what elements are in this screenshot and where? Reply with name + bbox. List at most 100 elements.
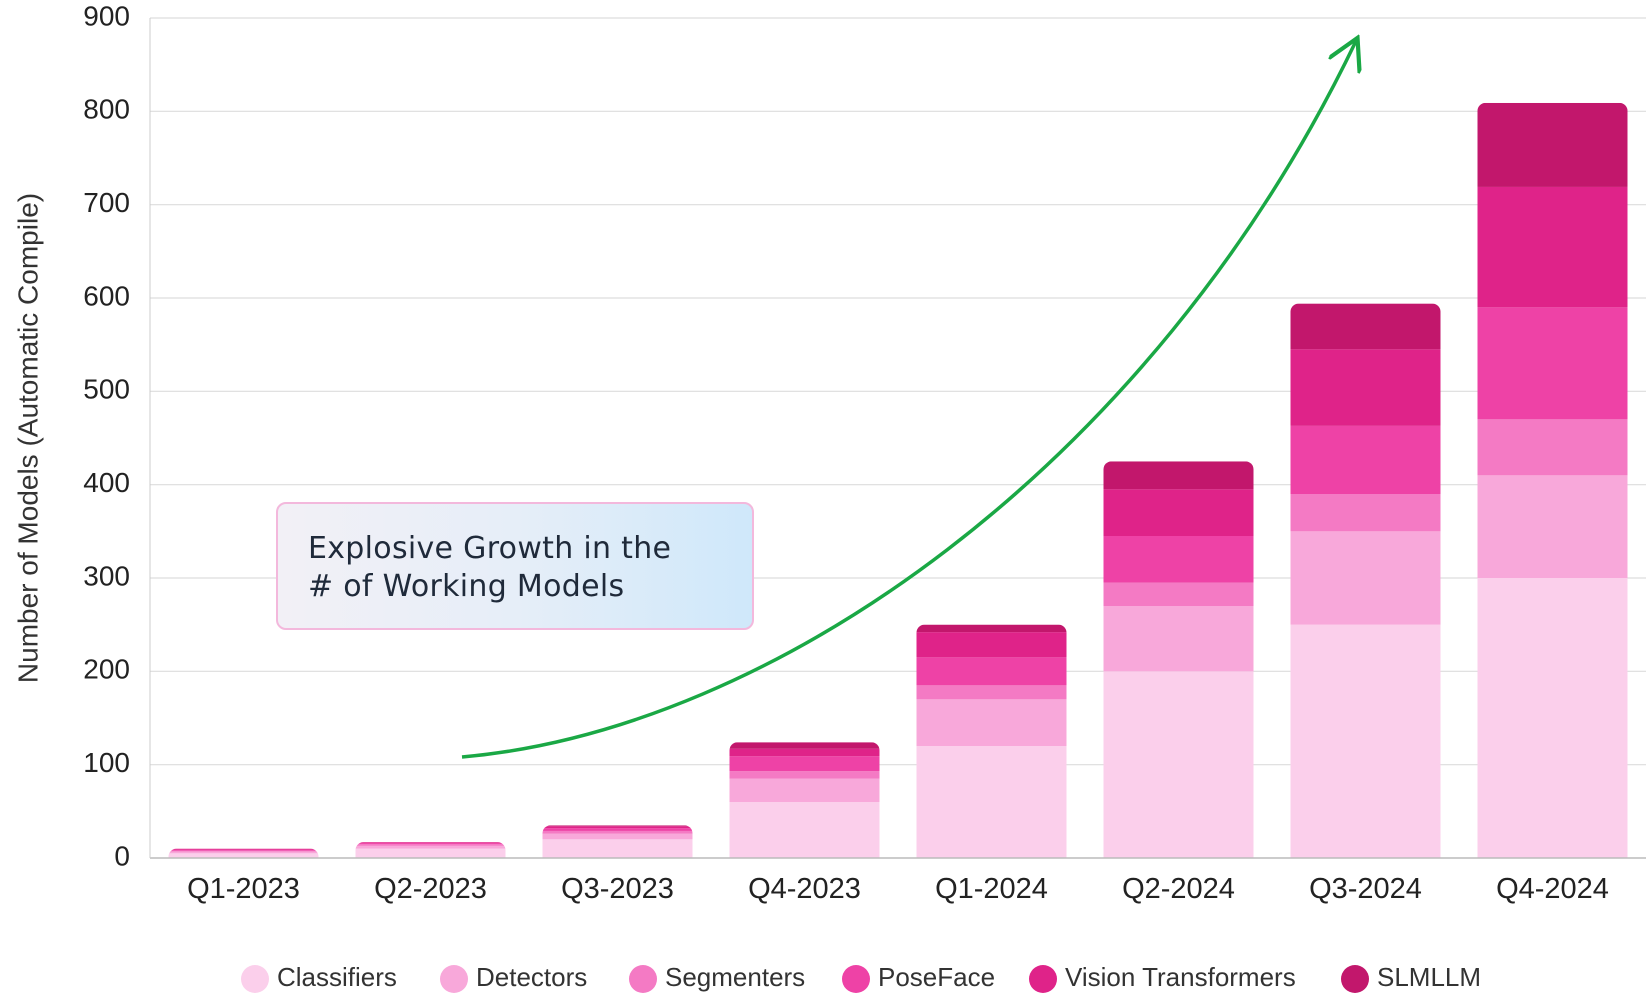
bar-segment [729, 802, 880, 858]
growth-callout-box: Explosive Growth in the # of Working Mod… [276, 502, 754, 630]
legend-item: SLMLLM [1341, 962, 1481, 993]
x-tick-label: Q2-2024 [1122, 873, 1235, 905]
legend: Classifiers Detectors Segmenters PoseFace Vi… [241, 962, 1481, 993]
bar-segment [168, 853, 319, 858]
legend-swatch [440, 965, 468, 993]
bar-segment [729, 778, 880, 802]
bar-segment [1477, 307, 1628, 420]
bar-stack [729, 742, 880, 858]
y-tick-label: 800 [83, 94, 130, 125]
bar-segment [355, 842, 506, 844]
y-tick-label: 700 [83, 187, 130, 218]
bar-segment [168, 850, 319, 852]
y-tick-label: 900 [83, 0, 130, 31]
bar-stack [916, 624, 1067, 858]
bar-segment [1103, 536, 1254, 583]
legend-swatch [1029, 965, 1057, 993]
bar-segment [1477, 419, 1628, 476]
bar-segment [1290, 349, 1441, 426]
legend-label: SLMLLM [1377, 962, 1481, 992]
x-tick-label: Q4-2023 [748, 873, 861, 905]
bar-segment [729, 742, 880, 749]
bar-stack [168, 848, 319, 858]
bar-segment [355, 844, 506, 846]
bar-segment [1290, 531, 1441, 625]
legend-label: Classifiers [277, 962, 397, 992]
bar-stack [1290, 303, 1441, 858]
y-tick-label: 500 [83, 374, 130, 405]
legend-item: Detectors [440, 962, 587, 993]
bar-segment [1477, 186, 1628, 308]
x-tick-label: Q4-2024 [1496, 873, 1609, 905]
y-axis-ticks: 0 100 200 300 400 500 600 700 800 900 [83, 0, 130, 871]
y-tick-label: 300 [83, 560, 130, 591]
legend-label: PoseFace [878, 962, 995, 992]
bar-segment [1103, 461, 1254, 490]
legend-item: Vision Transformers [1029, 962, 1296, 993]
bar-stack [542, 825, 693, 858]
x-tick-label: Q2-2023 [374, 873, 487, 905]
bar-segment [1290, 303, 1441, 350]
legend-item: Segmenters [629, 962, 805, 993]
y-tick-label: 400 [83, 467, 130, 498]
bar-segment [916, 746, 1067, 858]
bar-segment [542, 826, 693, 829]
bar-stack [1477, 102, 1628, 858]
x-tick-label: Q3-2024 [1309, 873, 1422, 905]
legend-swatch [842, 965, 870, 993]
bar-segment [916, 624, 1067, 633]
y-axis-label: Number of Models (Automatic Compile) [12, 193, 43, 683]
bar-segment [729, 771, 880, 779]
y-tick-label: 100 [83, 747, 130, 778]
bars [168, 102, 1628, 858]
callout-line-1: Explosive Growth in the [308, 531, 672, 566]
bar-segment [916, 632, 1067, 658]
bar-segment [355, 845, 506, 849]
legend-label: Vision Transformers [1065, 962, 1296, 992]
y-tick-label: 0 [114, 840, 130, 871]
growth-arrow [461, 41, 1356, 759]
bar-segment [1103, 489, 1254, 536]
bar-segment [916, 657, 1067, 686]
y-tick-label: 200 [83, 654, 130, 685]
legend-swatch [629, 965, 657, 993]
bar-segment [168, 851, 319, 854]
legend-item: Classifiers [241, 962, 397, 993]
bar-segment [168, 849, 319, 851]
bar-segment [916, 699, 1067, 746]
bar-segment [355, 843, 506, 844]
bar-segment [729, 748, 880, 757]
bar-segment [729, 756, 880, 772]
bar-stack [1103, 461, 1254, 858]
legend-swatch [241, 965, 269, 993]
y-tick-label: 600 [83, 280, 130, 311]
bar-segment [542, 828, 693, 831]
legend-swatch [1341, 965, 1369, 993]
bar-segment [1290, 624, 1441, 858]
x-axis-ticks: Q1-2023 Q2-2023 Q3-2023 Q4-2023 Q1-2024 Q2-20… [187, 873, 1609, 905]
bar-stack [355, 842, 506, 858]
bar-segment [1103, 606, 1254, 672]
bar-segment [1103, 671, 1254, 858]
bar-segment [542, 833, 693, 840]
bar-segment [1477, 475, 1628, 578]
bar-segment [355, 848, 506, 858]
bar-segment [1290, 425, 1441, 494]
bar-segment [1103, 582, 1254, 606]
bar-segment [1477, 102, 1628, 187]
legend-label: Detectors [476, 962, 587, 992]
bar-segment [916, 685, 1067, 700]
x-tick-label: Q3-2023 [561, 873, 674, 905]
bar-segment [1477, 578, 1628, 858]
bar-segment [168, 848, 319, 850]
bar-segment [542, 839, 693, 858]
x-tick-label: Q1-2024 [935, 873, 1048, 905]
legend-item: PoseFace [842, 962, 995, 993]
bar-segment [1290, 494, 1441, 532]
callout-line-2: # of Working Models [308, 569, 625, 604]
bar-segment [542, 830, 693, 834]
x-tick-label: Q1-2023 [187, 873, 300, 905]
legend-label: Segmenters [665, 962, 805, 992]
bar-segment [542, 825, 693, 827]
